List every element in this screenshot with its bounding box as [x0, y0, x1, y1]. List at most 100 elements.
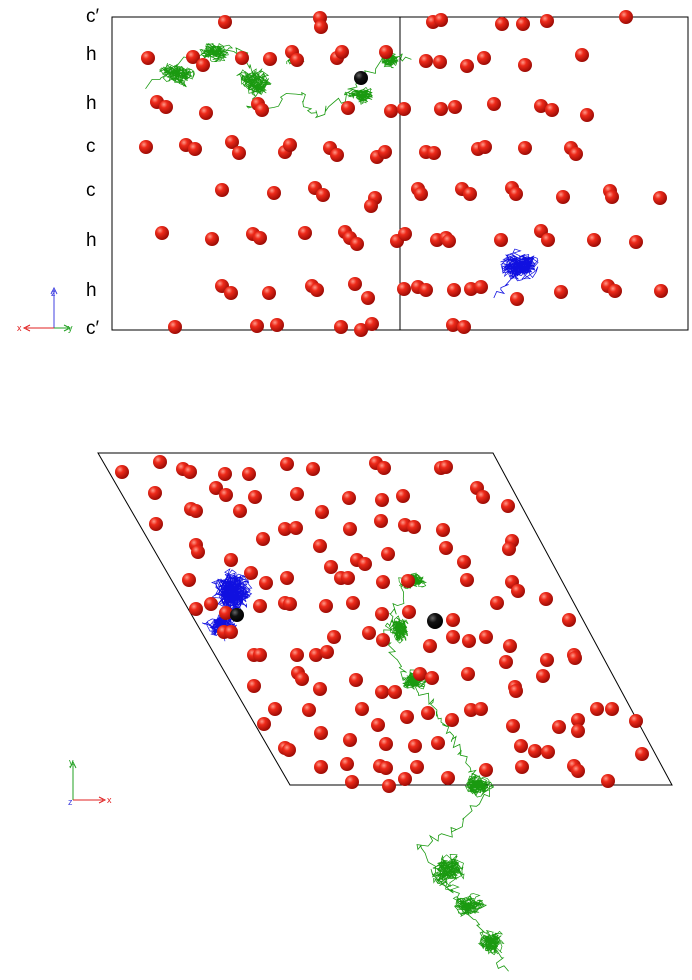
marker-atom: [230, 608, 244, 622]
oxygen-atom: [580, 108, 594, 122]
oxygen-atom: [518, 58, 532, 72]
oxygen-atom: [205, 232, 219, 246]
oxygen-atom: [556, 190, 570, 204]
oxygen-atom: [554, 285, 568, 299]
oxygen-atom: [408, 739, 422, 753]
layer-label-h-3: h: [86, 230, 97, 251]
oxygen-atom: [168, 320, 182, 334]
oxygen-atom: [382, 779, 396, 793]
oxygen-atom: [235, 51, 249, 65]
oxygen-atom: [314, 20, 328, 34]
oxygen-atom: [320, 645, 334, 659]
oxygen-atom: [413, 667, 427, 681]
oxygen-atom: [327, 630, 341, 644]
oxygen-atom: [460, 59, 474, 73]
oxygen-atom: [407, 520, 421, 534]
green-trajectory-cluster: [343, 87, 373, 105]
oxygen-atom: [629, 235, 643, 249]
oxygen-atom: [375, 493, 389, 507]
oxygen-atom: [259, 576, 273, 590]
layer-labels: c′ h h c c h h c′: [86, 6, 100, 339]
oxygen-atom: [319, 599, 333, 613]
green-trajectory-cluster: [430, 854, 465, 891]
oxygen-atom: [571, 724, 585, 738]
oxygen-atom: [324, 560, 338, 574]
top-view-cell-outline: [97, 452, 673, 786]
oxygen-atom: [421, 706, 435, 720]
side-view-trajectories: [145, 43, 539, 299]
oxygen-atom: [575, 48, 589, 62]
z-axis-label: z: [51, 288, 56, 298]
oxygen-atom: [350, 237, 364, 251]
oxygen-atom: [334, 320, 348, 334]
oxygen-atom: [511, 584, 525, 598]
oxygen-atom: [215, 183, 229, 197]
oxygen-atom: [397, 102, 411, 116]
oxygen-atom: [487, 97, 501, 111]
oxygen-atom: [433, 55, 447, 69]
oxygen-atom: [316, 188, 330, 202]
oxygen-atom: [262, 286, 276, 300]
oxygen-atom: [608, 284, 622, 298]
oxygen-atom: [654, 284, 668, 298]
oxygen-atom: [244, 566, 258, 580]
oxygen-atom: [302, 703, 316, 717]
oxygen-atom: [233, 504, 247, 518]
oxygen-atom: [419, 283, 433, 297]
oxygen-atom: [540, 14, 554, 28]
oxygen-atom: [431, 736, 445, 750]
oxygen-atom: [396, 489, 410, 503]
oxygen-atom: [189, 504, 203, 518]
oxygen-atom: [298, 226, 312, 240]
oxygen-atom: [153, 455, 167, 469]
oxygen-atom: [518, 141, 532, 155]
oxygen-atom: [434, 13, 448, 27]
oxygen-atom: [414, 187, 428, 201]
oxygen-atom: [256, 532, 270, 546]
oxygen-atom: [541, 745, 555, 759]
oxygen-atom: [310, 283, 324, 297]
side-view-axis-triad: z x y: [17, 286, 73, 333]
oxygen-atom: [446, 318, 460, 332]
oxygen-atom: [605, 702, 619, 716]
oxygen-atom: [364, 199, 378, 213]
oxygen-atom: [515, 760, 529, 774]
oxygen-atom: [388, 685, 402, 699]
oxygen-atom: [219, 606, 233, 620]
oxygen-atom: [402, 605, 416, 619]
oxygen-atom: [182, 573, 196, 587]
z-axis-label-top: z: [68, 797, 73, 807]
oxygen-atom: [295, 672, 309, 686]
green-trajectory-cluster: [388, 615, 409, 644]
green-trajectory-cluster: [199, 43, 234, 63]
oxygen-atom: [490, 596, 504, 610]
oxygen-atom: [506, 719, 520, 733]
oxygen-atom: [461, 667, 475, 681]
oxygen-atom: [479, 763, 493, 777]
oxygen-atom: [209, 481, 223, 495]
oxygen-atom: [375, 685, 389, 699]
marker-atom: [354, 71, 368, 85]
oxygen-atom: [494, 233, 508, 247]
oxygen-atom: [419, 54, 433, 68]
oxygen-atom: [189, 602, 203, 616]
oxygen-atom: [342, 491, 356, 505]
oxygen-atom: [253, 599, 267, 613]
oxygen-atom: [463, 187, 477, 201]
oxygen-atom: [379, 737, 393, 751]
layer-label-c-1: c: [86, 136, 96, 157]
oxygen-atom: [255, 103, 269, 117]
oxygen-atom: [439, 460, 453, 474]
oxygen-atom: [280, 457, 294, 471]
green-trajectory-cluster: [452, 893, 488, 918]
layer-label-c-2: c: [86, 180, 96, 201]
oxygen-atom: [442, 234, 456, 248]
oxygen-atom: [571, 713, 585, 727]
green-trajectory-path: [145, 47, 412, 119]
oxygen-atom: [335, 45, 349, 59]
oxygen-atom: [186, 50, 200, 64]
oxygen-atom: [315, 505, 329, 519]
oxygen-atom: [290, 487, 304, 501]
oxygen-atom: [379, 761, 393, 775]
oxygen-atom: [348, 277, 362, 291]
